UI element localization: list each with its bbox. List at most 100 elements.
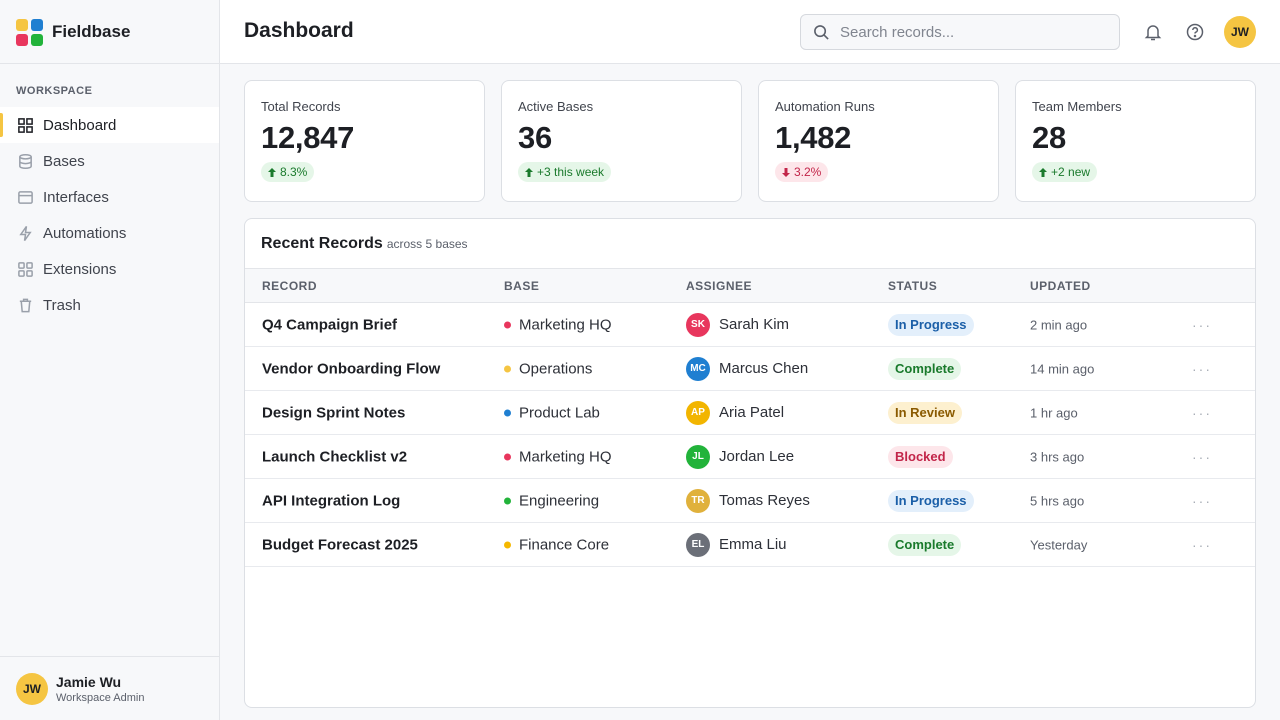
more-button[interactable]: ··· xyxy=(1192,492,1212,509)
nav-item[interactable]: Bases xyxy=(0,143,219,179)
base-dot xyxy=(504,409,511,416)
base-dot xyxy=(504,321,511,328)
sidebar: Fieldbase WORKSPACE Dashboard Bases Inte… xyxy=(0,0,220,720)
updated: 3 hrs ago xyxy=(1030,449,1085,464)
updated: 5 hrs ago xyxy=(1030,493,1085,508)
nav-item[interactable]: Interfaces xyxy=(0,179,219,215)
delta-text: 8.3% xyxy=(280,165,308,179)
stat-value: 12,847 xyxy=(261,120,355,155)
status-badge: Complete xyxy=(888,533,962,556)
user-info: Jamie Wu Workspace Admin xyxy=(56,674,144,704)
nav-item[interactable]: Automations xyxy=(0,215,219,251)
status-badge: Complete xyxy=(888,357,962,380)
base: Product Lab xyxy=(504,404,600,421)
column-header: RECORD xyxy=(262,278,318,293)
table-row[interactable]: Vendor Onboarding Flow Operations MC Marcus… xyxy=(245,347,1255,391)
status-badge: In Review xyxy=(888,401,962,424)
record-name: Q4 Campaign Brief xyxy=(262,316,398,333)
status-badge: In Progress xyxy=(888,489,974,512)
assignee: MC Marcus Chen xyxy=(686,356,809,381)
table-row[interactable]: API Integration Log Engineering TR Tomas Re… xyxy=(245,479,1255,523)
base-dot xyxy=(504,453,511,460)
updated: Yesterday xyxy=(1030,537,1088,552)
icon xyxy=(18,261,33,277)
nav-label: Trash xyxy=(43,296,81,314)
notifications-button[interactable] xyxy=(1143,22,1163,42)
nav-label: Bases xyxy=(43,152,85,170)
nav-label: Extensions xyxy=(43,260,117,278)
stat-label: Total Records xyxy=(261,99,341,114)
avatar[interactable]: JW xyxy=(1224,16,1256,48)
delta-text: +2 new xyxy=(1051,165,1091,179)
base-dot xyxy=(504,541,511,548)
table-row[interactable]: Launch Checklist v2 Marketing HQ JL Jordan … xyxy=(245,435,1255,479)
stat-card: Automation Runs 1,482 3.2% xyxy=(758,80,999,202)
updated: 14 min ago xyxy=(1030,361,1095,376)
nav-item[interactable]: Trash xyxy=(0,287,219,323)
icon xyxy=(18,190,33,204)
more-button[interactable]: ··· xyxy=(1192,360,1212,377)
icon xyxy=(19,153,32,169)
record-name: Vendor Onboarding Flow xyxy=(262,360,441,377)
trend-arrow xyxy=(525,167,533,177)
assignee-name: Marcus Chen xyxy=(719,360,809,377)
stat-card: Active Bases 36 +3 this week xyxy=(501,80,742,202)
delta-text: +3 this week xyxy=(537,165,605,179)
avatar: AP xyxy=(686,400,710,425)
table-row[interactable]: Q4 Campaign Brief Marketing HQ SK Sarah Kim… xyxy=(245,303,1255,347)
more-button[interactable]: ··· xyxy=(1192,316,1212,333)
base-name: Engineering xyxy=(519,492,600,509)
stat-value: 28 xyxy=(1032,120,1066,155)
user-profile[interactable]: JW Jamie Wu Workspace Admin xyxy=(0,656,219,720)
avatar: EL xyxy=(686,532,710,557)
nav-label: Dashboard xyxy=(43,116,117,134)
user-role: Workspace Admin xyxy=(56,691,145,704)
search-box[interactable]: Search records... xyxy=(800,14,1120,50)
record-name: Budget Forecast 2025 xyxy=(262,536,418,553)
column-header: UPDATED xyxy=(1030,278,1091,293)
stat-label: Automation Runs xyxy=(775,99,875,114)
base-name: Marketing HQ xyxy=(519,448,612,465)
record-name: Launch Checklist v2 xyxy=(262,448,408,465)
nav-label: Automations xyxy=(43,224,127,242)
assignee-name: Emma Liu xyxy=(719,536,787,553)
table-row[interactable]: Budget Forecast 2025 Finance Core EL Emma L… xyxy=(245,523,1255,567)
icon xyxy=(19,225,32,241)
table-title: Recent Records across 5 bases xyxy=(261,235,468,253)
user-name: Jamie Wu xyxy=(56,673,122,690)
base-name: Marketing HQ xyxy=(519,316,612,333)
assignee: JL Jordan Lee xyxy=(686,444,795,469)
help-button[interactable] xyxy=(1185,22,1205,42)
assignee-name: Aria Patel xyxy=(719,404,785,421)
base: Engineering xyxy=(504,492,599,509)
assignee: TR Tomas Reyes xyxy=(686,488,810,513)
nav-item[interactable]: Extensions xyxy=(0,251,219,287)
delta-badge: +2 new xyxy=(1032,162,1098,182)
more-button[interactable]: ··· xyxy=(1192,536,1212,553)
column-header: STATUS xyxy=(888,278,938,293)
stat-label: Team Members xyxy=(1032,99,1122,114)
assignee-name: Jordan Lee xyxy=(719,448,795,465)
delta-badge: +3 this week xyxy=(518,162,612,182)
nav: Dashboard Bases Interfaces Automations E… xyxy=(0,107,219,323)
delta-text: 3.2% xyxy=(794,165,822,179)
nav-item[interactable]: Dashboard xyxy=(0,107,219,143)
table-row[interactable]: Design Sprint Notes Product Lab AP Aria Pat… xyxy=(245,391,1255,435)
base: Marketing HQ xyxy=(504,316,612,333)
stat-card: Team Members 28 +2 new xyxy=(1015,80,1256,202)
assignee: AP Aria Patel xyxy=(686,400,785,425)
brand[interactable]: Fieldbase xyxy=(16,18,130,46)
more-button[interactable]: ··· xyxy=(1192,404,1212,421)
assignee-name: Tomas Reyes xyxy=(719,492,810,509)
base: Finance Core xyxy=(504,536,609,553)
more-button[interactable]: ··· xyxy=(1192,448,1212,465)
updated: 1 hr ago xyxy=(1030,405,1078,420)
base-name: Operations xyxy=(519,360,593,377)
status-badge: In Progress xyxy=(888,313,974,336)
delta-badge: 8.3% xyxy=(261,162,315,182)
recent-records: Recent Records across 5 bases RECORD BASE A… xyxy=(244,218,1256,708)
brand-name: Fieldbase xyxy=(52,22,131,41)
base-name: Finance Core xyxy=(519,536,610,553)
icon xyxy=(19,298,32,312)
avatar: JW xyxy=(16,672,48,705)
